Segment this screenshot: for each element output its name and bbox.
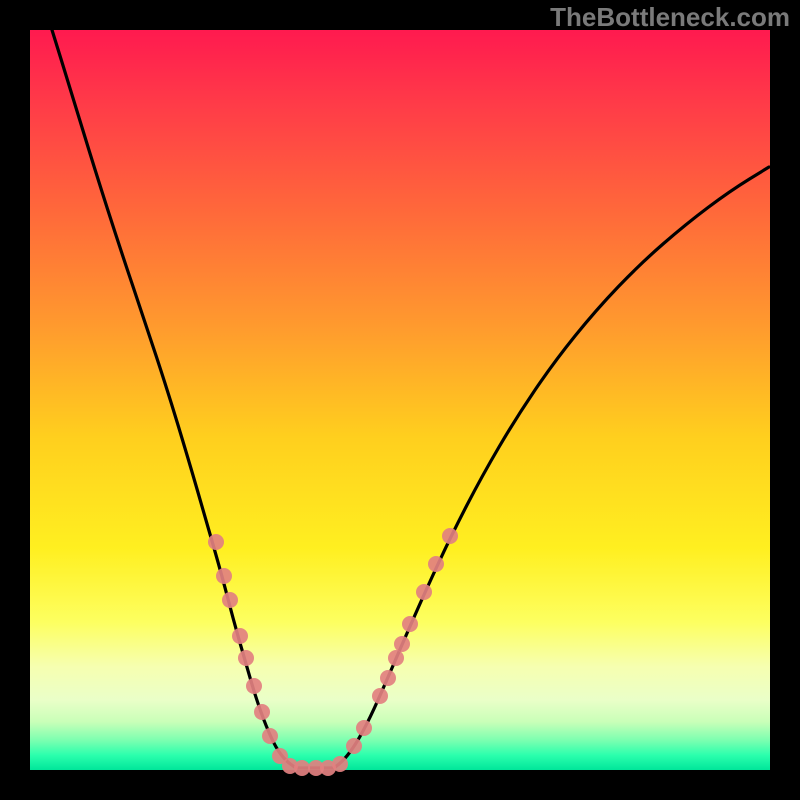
data-marker — [238, 650, 254, 666]
data-marker — [372, 688, 388, 704]
data-marker — [356, 720, 372, 736]
data-marker — [208, 534, 224, 550]
data-marker — [232, 628, 248, 644]
data-marker — [294, 760, 310, 776]
data-marker — [442, 528, 458, 544]
watermark-text: TheBottleneck.com — [550, 2, 790, 33]
bottleneck-chart — [0, 0, 800, 800]
data-marker — [332, 756, 348, 772]
data-marker — [254, 704, 270, 720]
data-marker — [346, 738, 362, 754]
data-marker — [416, 584, 432, 600]
data-marker — [222, 592, 238, 608]
data-marker — [428, 556, 444, 572]
data-marker — [402, 616, 418, 632]
data-marker — [246, 678, 262, 694]
data-marker — [380, 670, 396, 686]
data-marker — [216, 568, 232, 584]
data-marker — [394, 636, 410, 652]
data-marker — [388, 650, 404, 666]
data-marker — [262, 728, 278, 744]
